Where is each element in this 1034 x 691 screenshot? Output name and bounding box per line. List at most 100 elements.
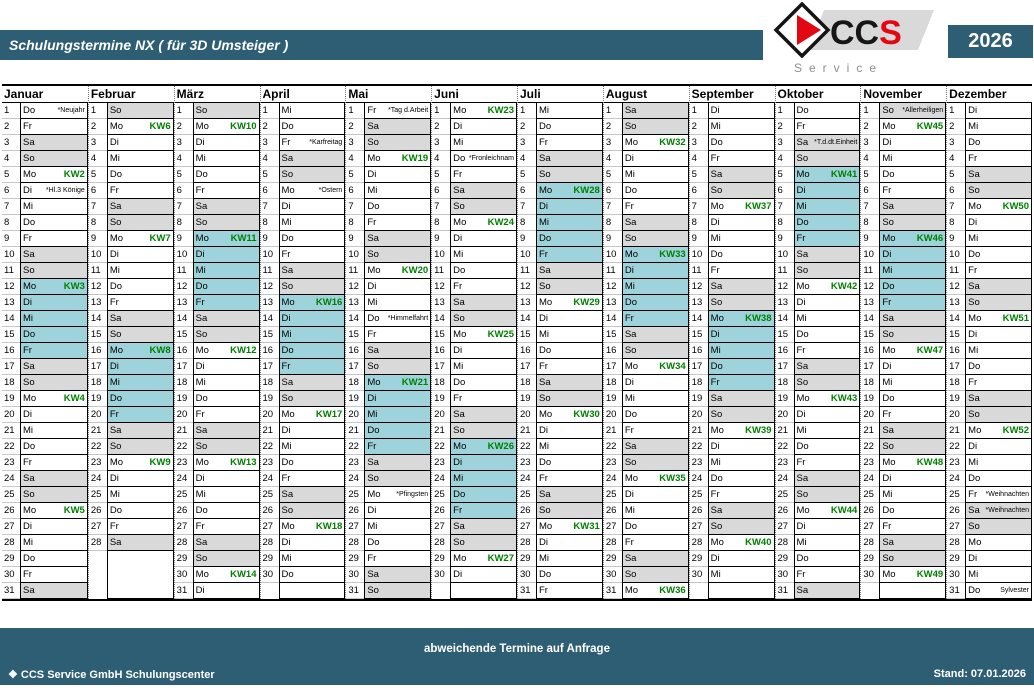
weekday-label: Mo (968, 536, 982, 548)
day-number: 9 (346, 231, 365, 247)
day-number: 10 (689, 247, 708, 263)
day-number: 27 (689, 519, 708, 535)
weekday-label: Do (624, 520, 637, 532)
weekday-label: Sa (539, 152, 551, 164)
day-number: 13 (603, 295, 622, 311)
weekday-label: Di (539, 424, 548, 436)
day-cell: Di (364, 279, 432, 295)
weekday-label: Do (539, 344, 552, 356)
month-header: September (689, 86, 775, 103)
day-number: 5 (432, 167, 451, 183)
weekday-label: Do (281, 456, 294, 468)
footer-note: abweichende Termine auf Anfrage (424, 643, 610, 655)
day-number: 9 (775, 231, 794, 247)
day-number: 16 (174, 343, 193, 359)
weekday-label: So (109, 328, 122, 340)
day-cell: Fr *Karfreitag (278, 135, 346, 151)
weekday-label: Di (23, 296, 32, 308)
day-number: 8 (603, 215, 622, 231)
day-cell: Do (879, 391, 947, 407)
day-cell: Mo KW31 (536, 519, 603, 535)
day-number: 18 (346, 375, 365, 391)
day-number: 14 (861, 311, 880, 327)
day-cell: So (879, 551, 947, 567)
day-number: 5 (603, 167, 622, 183)
weekday-label: Sa (882, 536, 894, 548)
weekday-label: Mi (539, 440, 550, 452)
weekday-label: Sa (968, 504, 980, 516)
weekday-label: Fr (367, 440, 377, 452)
day-cell: So (364, 359, 432, 375)
day-cell: So (536, 167, 603, 183)
day-cell: Fr (278, 247, 346, 263)
day-cell: Mo *Ostern (278, 183, 346, 199)
weekday-label: Di (624, 152, 634, 164)
day-number: 1 (260, 103, 279, 119)
weekday-label: Di (281, 424, 291, 436)
weekday-label: So (968, 408, 980, 420)
day-number: 11 (775, 263, 794, 279)
day-cell: So (621, 119, 689, 135)
weekday-label: So (453, 200, 465, 212)
weekday-label: Mo (882, 232, 896, 244)
day-cell: Sa (278, 487, 346, 503)
day-number: 12 (88, 279, 107, 295)
day-cell: Di (450, 567, 517, 583)
day-number: 10 (346, 247, 365, 263)
day-cell: Mo KW2 (20, 167, 88, 183)
day-cell: So (707, 407, 775, 423)
day-cell: Mo KW30 (536, 407, 603, 423)
day-number: 7 (947, 199, 966, 215)
day-cell: Do (364, 535, 432, 551)
day-number: 24 (260, 471, 279, 487)
day-number: 16 (432, 343, 451, 359)
weekday-label: Di (281, 312, 291, 324)
weekday-label: Fr (453, 504, 463, 516)
day-number: 18 (947, 375, 966, 391)
day-cell: Fr (364, 215, 432, 231)
weekday-label: Mo (109, 344, 124, 356)
day-number: 28 (689, 535, 708, 551)
day-number (689, 583, 708, 599)
day-number: 6 (88, 183, 107, 199)
weekday-label: Mo (195, 456, 209, 468)
weekday-label: Fr (281, 360, 291, 372)
weekday-label: Mi (624, 504, 635, 516)
day-number: 8 (689, 215, 708, 231)
weekday-label: Di (624, 376, 634, 388)
day-number: 8 (2, 215, 20, 231)
weekday-label: Fr (539, 248, 548, 260)
weekday-label: Di (882, 248, 892, 260)
day-cell: Mi (450, 471, 517, 487)
weekday-label: So (539, 392, 551, 404)
weekday-label: Di (109, 360, 119, 372)
day-cell: Mi (20, 423, 88, 439)
day-number: 26 (689, 503, 708, 519)
day-number: 14 (88, 311, 107, 327)
day-number: 16 (260, 343, 279, 359)
day-cell: So (20, 375, 88, 391)
weekday-label: Mo (624, 360, 639, 372)
day-cell: Sa (278, 151, 346, 167)
weekday-label: Di (195, 248, 205, 260)
day-cell: Fr (793, 567, 861, 583)
weekday-label: Mi (796, 424, 807, 436)
day-cell: Mi (965, 231, 1032, 247)
day-number: 15 (260, 327, 279, 343)
day-number: 17 (346, 359, 365, 375)
day-cell: Sa (450, 295, 517, 311)
weekday-label: So (624, 344, 637, 356)
weekday-label: Mo (367, 488, 381, 500)
weekday-label: So (624, 568, 637, 580)
weekday-label: So (367, 584, 379, 596)
day-cell: Do (793, 551, 861, 567)
weekday-label: Do (968, 248, 981, 260)
day-cell: Fr (707, 263, 775, 279)
day-number: 5 (775, 167, 794, 183)
ccs-logo: CCS Service (772, 1, 940, 76)
day-number: 22 (603, 439, 622, 455)
day-cell: Do Sylvester (965, 583, 1032, 599)
calendar-week-label: KW13 (230, 456, 257, 468)
day-cell: Sa (879, 311, 947, 327)
day-cell: Mo KW25 (450, 327, 517, 343)
